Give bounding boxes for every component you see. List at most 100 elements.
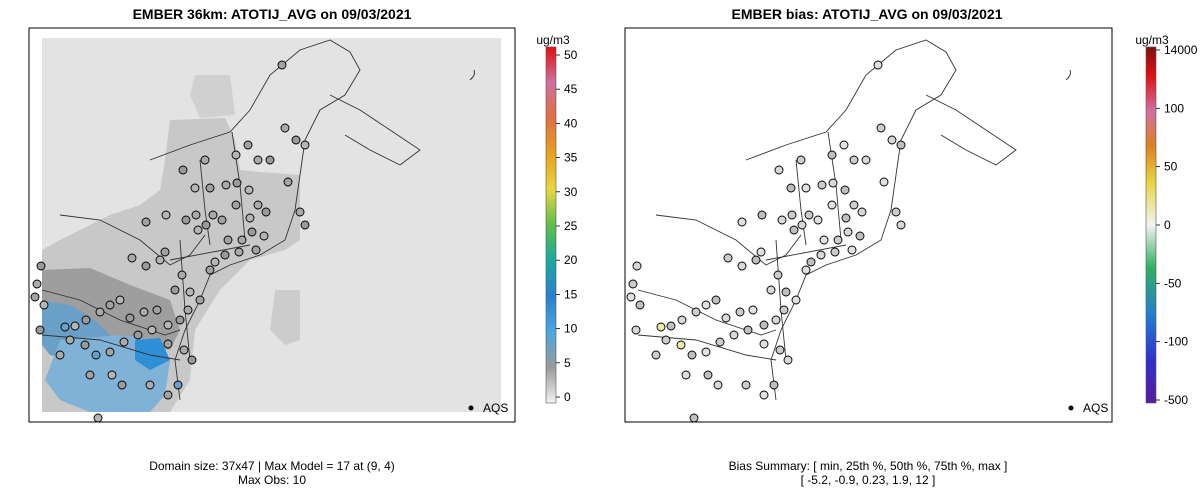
station-marker — [804, 210, 814, 220]
right-state-line-5 — [795, 159, 807, 246]
station-marker — [244, 185, 254, 195]
station-marker — [656, 322, 666, 332]
right-colorbar-gradient — [1145, 46, 1157, 404]
station-marker — [828, 178, 838, 188]
station-marker — [223, 235, 233, 245]
station-marker — [178, 165, 188, 175]
station-marker — [676, 340, 686, 350]
station-marker — [107, 370, 117, 380]
station-marker — [887, 135, 897, 145]
station-marker — [36, 261, 46, 271]
right-lake-path — [655, 214, 802, 266]
station-marker — [729, 330, 739, 340]
station-marker — [95, 307, 105, 317]
left-maritime-path — [329, 94, 421, 166]
station-marker — [855, 231, 865, 241]
station-marker — [117, 380, 127, 390]
station-marker — [775, 345, 785, 355]
station-marker — [651, 350, 661, 360]
right-coastline-path — [745, 39, 957, 401]
left-caption-line-2: Max Obs: 10 — [238, 473, 306, 487]
station-marker — [857, 207, 867, 217]
station-marker — [741, 380, 751, 390]
station-marker — [840, 185, 850, 195]
station-marker — [756, 247, 766, 257]
station-marker — [243, 140, 253, 150]
left-state-line-1 — [41, 289, 181, 336]
station-marker — [779, 305, 789, 315]
left-gray-region-north — [190, 75, 235, 118]
station-marker — [876, 123, 886, 133]
station-marker — [830, 247, 840, 257]
station-marker — [681, 370, 691, 380]
station-marker — [231, 200, 241, 210]
station-marker — [145, 380, 155, 390]
station-marker — [801, 183, 811, 193]
station-marker — [160, 247, 170, 257]
left-station-markers — [30, 60, 310, 423]
colorbar-tick-label: 20 — [564, 253, 578, 267]
station-marker — [631, 325, 641, 335]
station-marker — [777, 215, 787, 225]
station-marker — [265, 155, 275, 165]
colorbar-tick-label: 0 — [564, 390, 571, 404]
left-legend-label: AQS — [483, 401, 508, 415]
station-marker — [259, 231, 269, 241]
station-marker — [210, 257, 220, 267]
station-marker — [879, 177, 889, 187]
left-lake-path — [59, 214, 206, 266]
station-marker — [896, 220, 906, 230]
station-marker — [759, 320, 769, 330]
station-marker — [30, 292, 40, 302]
left-map-frame — [28, 27, 516, 423]
station-marker — [277, 60, 287, 70]
station-marker — [170, 285, 180, 295]
station-marker — [175, 315, 185, 325]
station-marker — [817, 180, 827, 190]
right-caption-line-2: [ -5.2, -0.9, 0.23, 1.9, 12 ] — [801, 473, 936, 487]
station-marker — [628, 279, 638, 289]
station-marker — [283, 177, 293, 187]
colorbar-tick-label: 10 — [564, 322, 578, 336]
station-marker — [105, 300, 115, 310]
left-blue-hotspot — [135, 338, 170, 370]
left-colorbar-unit: ug/m3 — [536, 33, 570, 47]
station-marker — [737, 217, 747, 227]
station-marker — [786, 183, 796, 193]
left-legend-dot — [468, 405, 474, 411]
station-marker — [789, 225, 799, 235]
station-marker — [161, 210, 171, 220]
station-marker — [827, 200, 837, 210]
colorbar-tick-label: 30 — [564, 185, 578, 199]
right-map-frame — [624, 27, 1113, 423]
colorbar-tick-label: 100 — [1164, 101, 1184, 115]
station-marker — [261, 207, 271, 217]
station-marker — [841, 213, 851, 223]
left-colorbar-ticks: 0 5 10 15 20 25 30 35 40 45 50 — [556, 48, 578, 404]
station-marker — [843, 227, 853, 237]
colorbar-tick-label: -50 — [1164, 276, 1182, 290]
colorbar-tick-label: 14000 — [1164, 43, 1198, 57]
station-marker — [247, 227, 257, 237]
right-colorbar-ticks: 14000 100 50 0 -50 -100 -500 — [1156, 43, 1198, 407]
station-marker — [32, 279, 42, 289]
station-marker — [173, 380, 183, 390]
station-marker — [193, 225, 203, 235]
station-marker — [190, 183, 200, 193]
station-marker — [723, 253, 733, 263]
station-marker — [155, 255, 165, 265]
left-map-panel: EMBER 36km: ATOTIJ_AVG on 09/03/2021 — [28, 6, 516, 487]
station-marker — [163, 320, 173, 330]
station-marker — [93, 413, 103, 423]
station-marker — [152, 305, 162, 315]
station-marker — [237, 235, 247, 245]
station-marker — [39, 300, 49, 310]
station-marker — [759, 339, 769, 349]
colorbar-tick-label: 50 — [1164, 160, 1178, 174]
station-marker — [849, 200, 859, 210]
station-marker — [759, 390, 769, 400]
station-marker — [757, 210, 767, 220]
station-marker — [60, 322, 70, 332]
station-marker — [280, 123, 290, 133]
station-marker — [231, 150, 241, 160]
